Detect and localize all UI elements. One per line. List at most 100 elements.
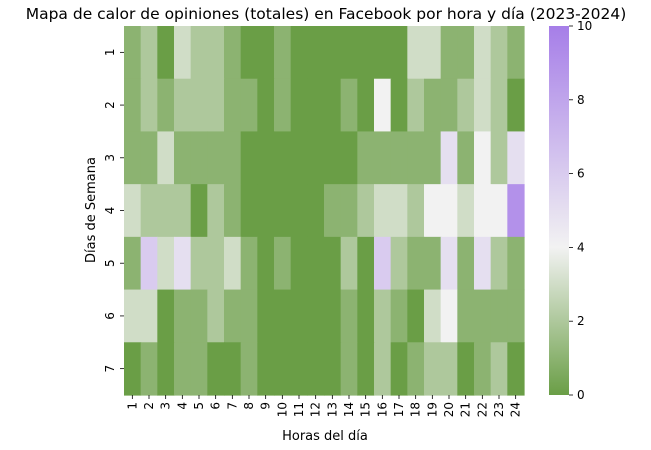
heatmap-cell: [440, 289, 458, 343]
heatmap-cell: [207, 131, 225, 185]
heatmap-cell: [157, 78, 175, 133]
heatmap-cell: [457, 342, 475, 396]
heatmap-cell: [174, 26, 192, 80]
heatmap-cell: [424, 289, 442, 343]
heatmap-cell: [207, 184, 225, 238]
heatmap-cell: [490, 236, 508, 291]
heatmap-cell: [324, 26, 342, 80]
heatmap-cell: [274, 342, 292, 396]
heatmap-cell: [190, 236, 208, 291]
chart-title: Mapa de calor de opiniones (totales) en …: [26, 5, 627, 23]
heatmap-cell: [440, 184, 458, 238]
heatmap-cells: [124, 26, 525, 396]
heatmap-cell: [140, 236, 158, 291]
heatmap-cell: [407, 78, 425, 133]
y-axis-label: Días de Semana: [84, 157, 99, 263]
x-tick-label: 22: [475, 402, 489, 417]
y-tick-label: 2: [103, 101, 117, 109]
heatmap-cell: [224, 342, 242, 396]
heatmap-cell: [407, 236, 425, 291]
heatmap-cell: [257, 342, 275, 396]
heatmap-cell: [507, 236, 525, 291]
heatmap-cell: [440, 78, 458, 133]
heatmap-cell: [140, 78, 158, 133]
heatmap-cell: [190, 26, 208, 80]
heatmap-cell: [290, 26, 308, 80]
heatmap-cell: [324, 78, 342, 133]
heatmap-cell: [207, 236, 225, 291]
heatmap-cell: [390, 236, 408, 291]
heatmap-cell: [124, 289, 142, 343]
colorbar-tick-label: 8: [577, 93, 585, 107]
colorbar-tick-label: 10: [577, 19, 592, 33]
heatmap-cell: [490, 78, 508, 133]
x-tick-label: 9: [259, 402, 273, 410]
x-tick-label: 5: [192, 402, 206, 410]
heatmap-cell: [424, 184, 442, 238]
x-tick-label: 16: [375, 402, 389, 417]
heatmap-cell: [124, 342, 142, 396]
x-tick-label: 1: [125, 402, 139, 410]
heatmap-cell: [490, 289, 508, 343]
colorbar-tick-label: 6: [577, 167, 585, 181]
heatmap-cell: [224, 26, 242, 80]
heatmap-cell: [307, 26, 325, 80]
heatmap-cell: [290, 342, 308, 396]
heatmap-cell: [290, 236, 308, 291]
heatmap-cell: [340, 184, 358, 238]
heatmap-cell: [124, 184, 142, 238]
x-tick-label: 13: [325, 402, 339, 417]
heatmap-cell: [357, 236, 375, 291]
heatmap-cell: [307, 78, 325, 133]
heatmap-cell: [307, 131, 325, 185]
heatmap-cell: [424, 342, 442, 396]
heatmap-cell: [174, 78, 192, 133]
x-tick-label: 3: [159, 402, 173, 410]
heatmap-cell: [390, 289, 408, 343]
heatmap-cell: [240, 26, 258, 80]
heatmap-cell: [240, 236, 258, 291]
heatmap-cell: [240, 131, 258, 185]
heatmap-cell: [474, 78, 492, 133]
heatmap-cell: [124, 131, 142, 185]
heatmap-cell: [174, 131, 192, 185]
heatmap-cell: [124, 78, 142, 133]
heatmap-cell: [424, 236, 442, 291]
heatmap-cell: [174, 342, 192, 396]
x-tick-label: 21: [459, 402, 473, 417]
y-tick-label: 4: [103, 207, 117, 215]
heatmap-cell: [274, 78, 292, 133]
heatmap-cell: [274, 26, 292, 80]
heatmap-cell: [357, 342, 375, 396]
heatmap-cell: [190, 342, 208, 396]
x-axis-label: Horas del día: [282, 429, 368, 444]
heatmap-cell: [257, 131, 275, 185]
heatmap-cell: [507, 342, 525, 396]
heatmap-cell: [307, 342, 325, 396]
heatmap-cell: [174, 289, 192, 343]
heatmap-cell: [340, 236, 358, 291]
y-tick-label: 3: [103, 154, 117, 162]
heatmap-cell: [257, 184, 275, 238]
heatmap-cell: [274, 131, 292, 185]
heatmap-cell: [457, 26, 475, 80]
x-tick-label: 20: [442, 402, 456, 417]
heatmap-cell: [290, 289, 308, 343]
heatmap-cell: [190, 131, 208, 185]
heatmap-cell: [457, 184, 475, 238]
heatmap-cell: [157, 184, 175, 238]
heatmap-cell: [407, 26, 425, 80]
heatmap-cell: [190, 78, 208, 133]
heatmap-cell: [374, 131, 392, 185]
x-tick-label: 15: [359, 402, 373, 417]
heatmap-cell: [390, 342, 408, 396]
heatmap-cell: [274, 236, 292, 291]
heatmap-cell: [507, 184, 525, 238]
heatmap-cell: [407, 184, 425, 238]
heatmap-cell: [390, 26, 408, 80]
heatmap-cell: [157, 26, 175, 80]
heatmap-cell: [390, 78, 408, 133]
heatmap-cell: [490, 184, 508, 238]
heatmap-cell: [224, 78, 242, 133]
